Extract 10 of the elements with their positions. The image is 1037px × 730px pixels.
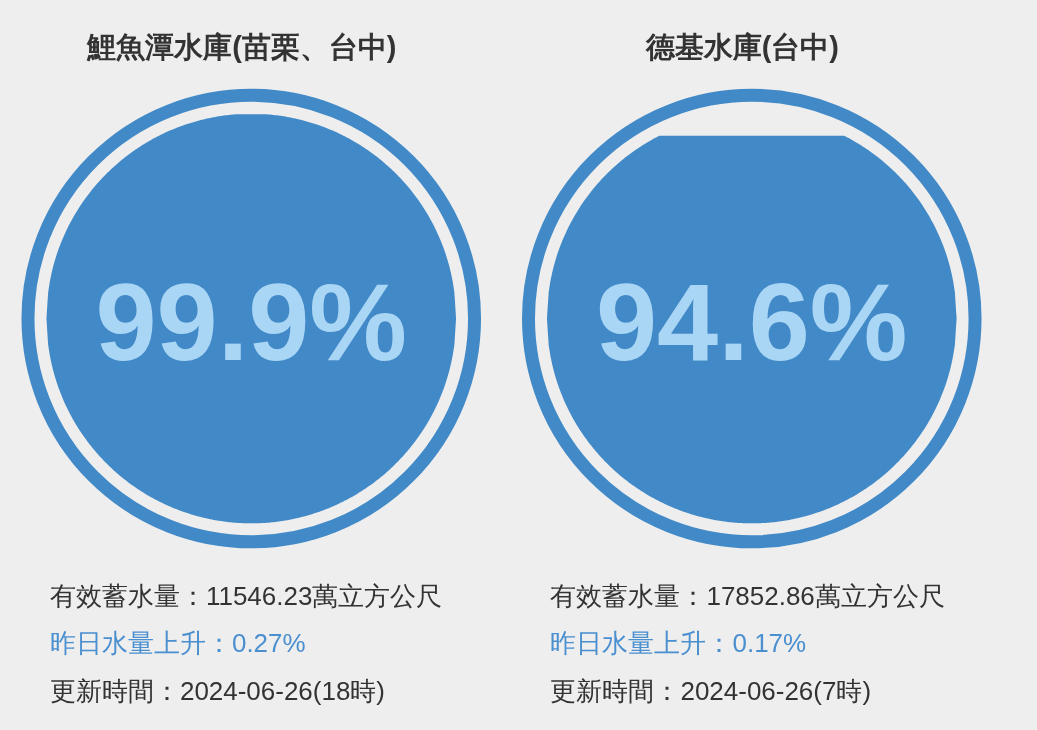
text: 有效蓄水量：11546.23萬立方公尺 (49, 580, 443, 611)
text: 有效蓄水量：17852.86萬立方公尺 (550, 580, 945, 611)
data-label: 99.9% (95, 261, 408, 383)
text: 鯉魚潭水庫(苗栗、台中) (86, 31, 397, 64)
text: 昨日水量上升：0.27% (49, 628, 306, 659)
data-label: 94.6% (596, 261, 908, 383)
text: 昨日水量上升：0.17% (550, 628, 807, 659)
text: 更新時間：2024-06-26(18時) (49, 675, 385, 706)
text: 更新時間：2024-06-26(7時) (550, 675, 872, 706)
text: 德基水庫(台中) (644, 31, 839, 64)
